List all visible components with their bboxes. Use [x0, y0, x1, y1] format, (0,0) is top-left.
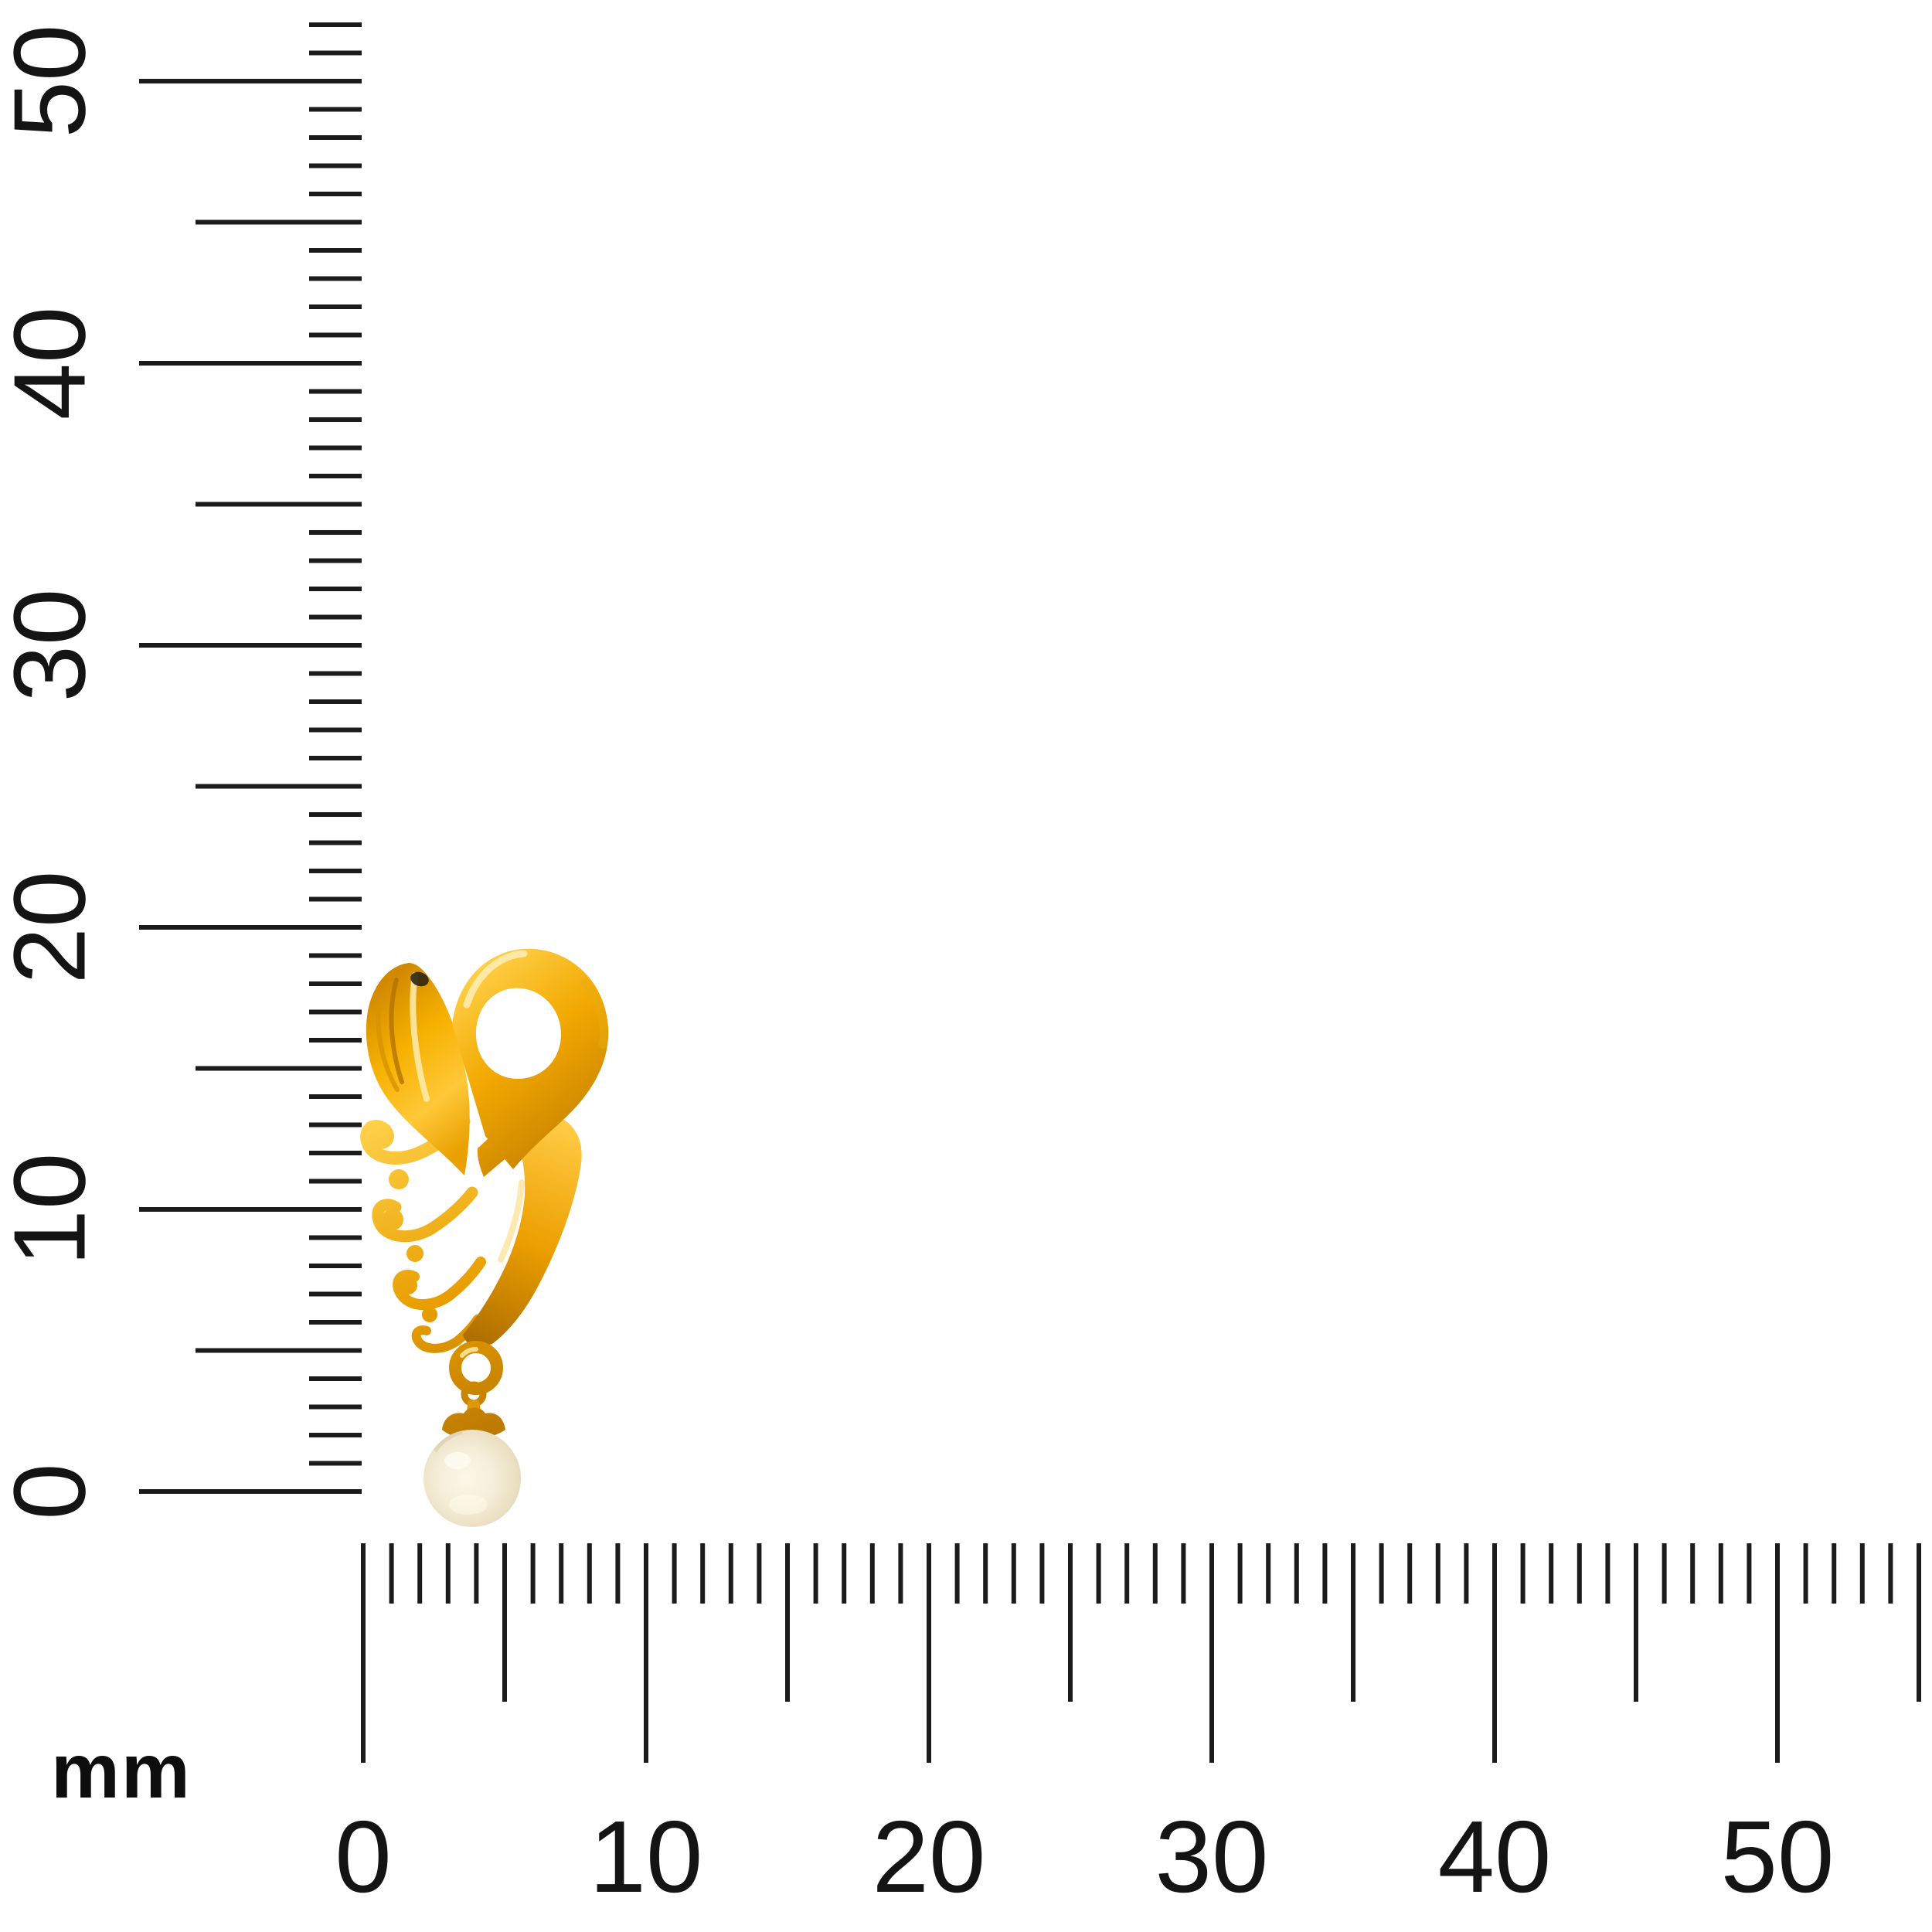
- v-ruler-tick-marks: [139, 22, 362, 1494]
- frond-knob: [399, 1276, 417, 1294]
- h-ruler-label-40: 40: [1438, 1800, 1552, 1913]
- vertical-ruler: 0 10 20 30 40 50: [0, 22, 362, 1520]
- earring-stem: [463, 1114, 582, 1349]
- v-ruler-label-20: 20: [0, 871, 107, 985]
- v-ruler-label-50: 50: [0, 25, 107, 138]
- h-ruler-label-50: 50: [1721, 1800, 1835, 1913]
- frond-knob: [382, 1209, 403, 1230]
- stem-highlight: [498, 1179, 525, 1263]
- horizontal-ruler: 0 10 20 30 40 50: [335, 1543, 1921, 1913]
- gold-bead: [422, 1307, 437, 1322]
- gold-bead: [389, 1169, 409, 1189]
- h-ruler-label-10: 10: [590, 1800, 703, 1913]
- h-ruler-label-0: 0: [335, 1800, 391, 1913]
- pearl-drop: [423, 1430, 521, 1527]
- loop-highlight: [463, 950, 528, 1009]
- earring-left-petal: [366, 963, 470, 1175]
- earring-illustration: [360, 948, 609, 1527]
- v-ruler-label-40: 40: [0, 307, 107, 420]
- ring-highlight: [460, 1346, 478, 1358]
- h-ruler-tick-marks: [361, 1543, 1921, 1763]
- pearl-cap: [442, 1407, 505, 1439]
- v-ruler-label-30: 30: [0, 589, 107, 702]
- frond-knob: [368, 1123, 394, 1149]
- gold-bead: [406, 1245, 423, 1262]
- h-ruler-label-30: 30: [1155, 1800, 1269, 1913]
- reflection-spot: [410, 971, 429, 987]
- unit-caption: mm: [51, 1728, 192, 1815]
- pearl-highlight: [444, 1452, 471, 1469]
- v-ruler-label-10: 10: [0, 1153, 107, 1267]
- v-ruler-label-0: 0: [0, 1463, 107, 1519]
- h-ruler-label-20: 20: [872, 1800, 986, 1913]
- earring-loop: [452, 948, 609, 1169]
